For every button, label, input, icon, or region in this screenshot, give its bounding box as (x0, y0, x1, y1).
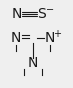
Text: S: S (38, 7, 46, 21)
Text: +: + (53, 29, 61, 39)
Text: −: − (46, 5, 54, 15)
Text: N: N (28, 56, 38, 70)
Text: N: N (45, 31, 55, 45)
Text: N: N (11, 31, 21, 45)
Text: N: N (12, 7, 22, 21)
